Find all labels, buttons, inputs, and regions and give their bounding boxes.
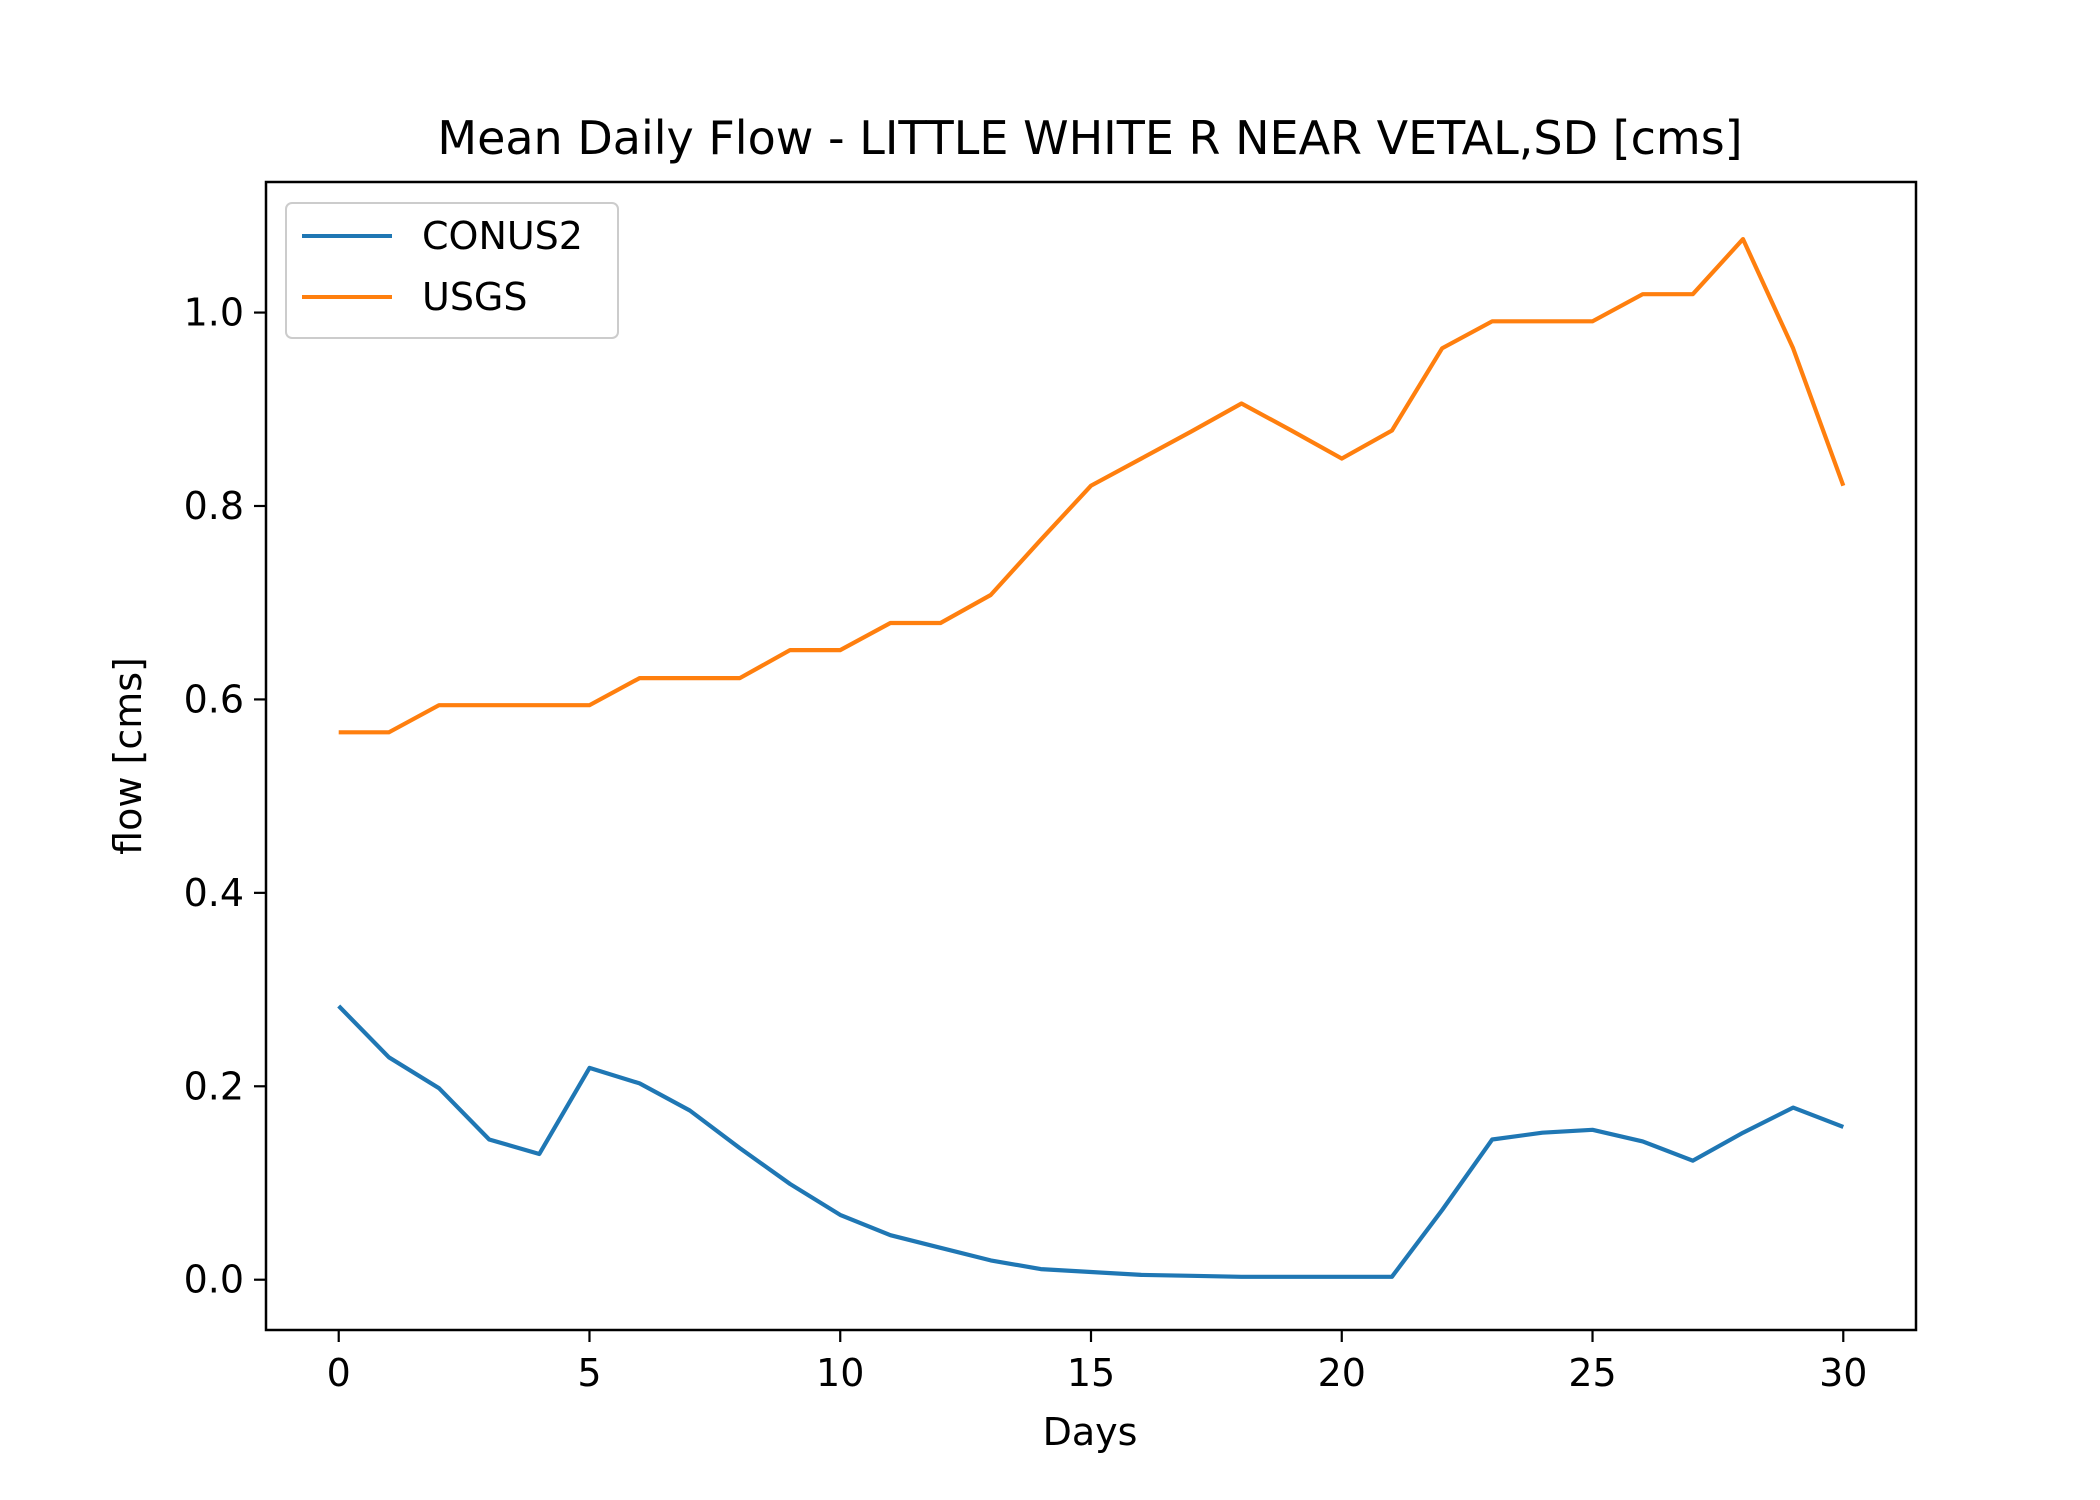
x-axis-title: Days — [1043, 1410, 1138, 1454]
y-axis-title: flow [cms] — [106, 657, 150, 855]
legend-label-conus2: CONUS2 — [422, 214, 583, 258]
x-tick-label: 15 — [1067, 1351, 1115, 1395]
x-tick-label: 10 — [816, 1351, 864, 1395]
y-tick-label: 0.0 — [184, 1258, 244, 1302]
y-tick-label: 0.6 — [184, 677, 244, 721]
series-line-usgs — [338, 237, 1846, 735]
x-tick-label: 5 — [577, 1351, 601, 1395]
x-tick-label: 25 — [1568, 1351, 1616, 1395]
y-tick-label: 1.0 — [184, 291, 244, 335]
y-axis: 0.0 0.2 0.4 0.6 0.8 1.0 — [184, 291, 266, 1302]
y-tick-label: 0.2 — [184, 1064, 244, 1108]
legend-label-usgs: USGS — [422, 275, 528, 319]
x-tick-label: 0 — [327, 1351, 351, 1395]
legend: CONUS2 USGS — [285, 202, 619, 339]
y-tick-label: 0.4 — [184, 871, 244, 915]
y-tick-label: 0.8 — [184, 484, 244, 528]
series-layer — [337, 237, 1846, 1279]
series-line-conus2 — [337, 1004, 1845, 1279]
x-axis: 0 5 10 15 20 25 30 — [327, 1330, 1867, 1395]
x-tick-label: 30 — [1819, 1351, 1867, 1395]
chart-title: Mean Daily Flow - LITTLE WHITE R NEAR VE… — [437, 111, 1742, 165]
x-tick-label: 20 — [1318, 1351, 1366, 1395]
